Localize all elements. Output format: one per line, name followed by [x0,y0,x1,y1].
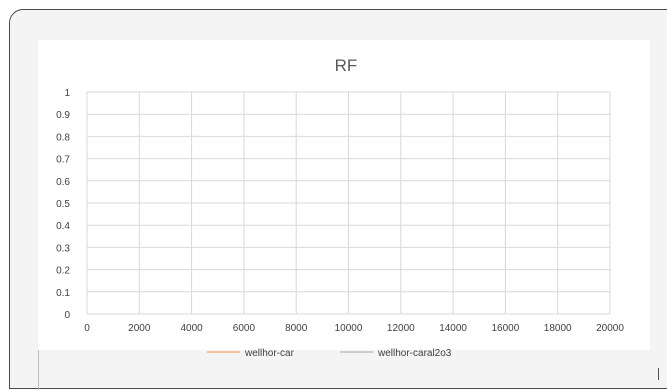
y-tick-label: 0.9 [56,110,70,121]
x-tick-label: 0 [84,323,90,334]
legend-label: wellhor-caral2o3 [377,348,452,359]
x-tick-label: 14000 [439,323,467,334]
x-tick-label: 8000 [285,323,308,334]
x-tick-label: 20000 [596,323,624,334]
y-tick-label: 0.1 [56,288,70,299]
chart-legend: wellhor-car wellhor-caral2o3 [207,348,452,359]
chart-title: RF [335,56,358,75]
y-tick-label: 1 [64,88,70,99]
y-axis-ticks: 0 0.1 0.2 0.3 0.4 0.5 0.6 0.7 0.8 0.9 1 [56,88,70,321]
y-tick-label: 0.4 [56,221,70,232]
chart-grid [86,91,611,315]
y-tick-label: 0.3 [56,243,70,254]
resize-mark [658,368,659,380]
y-tick-label: 0.8 [56,132,70,143]
frame-divider [38,350,39,390]
y-tick-label: 0.6 [56,177,70,188]
x-tick-label: 16000 [491,323,519,334]
y-tick-label: 0 [64,310,70,321]
x-tick-label: 4000 [180,323,203,334]
x-tick-label: 10000 [335,323,363,334]
x-tick-label: 2000 [128,323,151,334]
x-tick-label: 6000 [233,323,256,334]
legend-label: wellhor-car [244,348,295,359]
y-tick-label: 0.5 [56,199,70,210]
rf-chart: 0 0.1 0.2 0.3 0.4 0.5 0.6 0.7 0.8 0.9 1 0 2000 4000 6… [56,56,624,359]
y-tick-label: 0.7 [56,155,70,166]
x-tick-label: 12000 [387,323,415,334]
y-tick-label: 0.2 [56,266,70,277]
x-axis-ticks: 0 2000 4000 6000 8000 10000 12000 14000 16000 180… [84,323,624,334]
x-tick-label: 18000 [544,323,572,334]
